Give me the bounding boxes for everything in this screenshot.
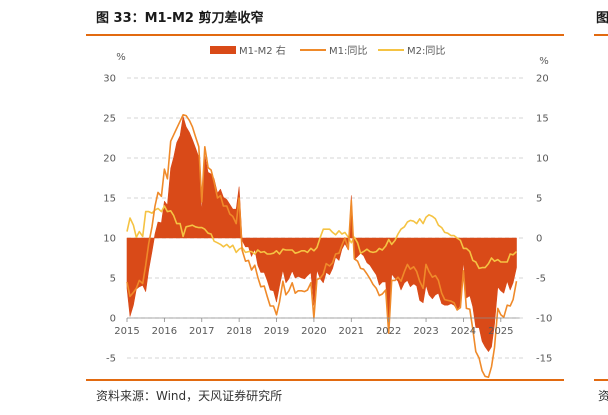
next-source-rule bbox=[594, 379, 608, 381]
series-lines bbox=[126, 114, 518, 379]
legend-swatch-gap bbox=[210, 46, 236, 54]
x-tick-label: 2015 bbox=[114, 326, 139, 337]
y-left-tick-label: 30 bbox=[103, 74, 116, 85]
y-left-unit-label: % bbox=[116, 52, 126, 63]
x-tick-label: 2020 bbox=[301, 326, 326, 337]
x-tick-label: 2024 bbox=[451, 326, 476, 337]
y-right-unit-label: % bbox=[539, 56, 549, 67]
next-source-fragment: 资 bbox=[598, 389, 608, 403]
legend-label-m2: M2:同比 bbox=[407, 45, 445, 57]
y-left-tick-label: 25 bbox=[103, 114, 116, 125]
legend-label-m1: M1:同比 bbox=[329, 45, 367, 57]
x-tick-label: 2017 bbox=[189, 326, 214, 337]
x-tick-label: 2021 bbox=[339, 326, 364, 337]
y-right-tick-label: -15 bbox=[536, 354, 552, 365]
x-tick-label: 2016 bbox=[152, 326, 177, 337]
source-rule bbox=[86, 379, 564, 381]
y-right-tick-label: 5 bbox=[536, 194, 542, 205]
y-left-tick-label: -5 bbox=[106, 354, 116, 365]
y-right-tick-label: -5 bbox=[536, 274, 546, 285]
series-m2-line bbox=[126, 205, 518, 270]
title-rule bbox=[86, 34, 564, 36]
legend-label-gap: M1-M2 右 bbox=[239, 44, 286, 57]
series-m1-line bbox=[126, 114, 518, 379]
x-tick-label: 2025 bbox=[488, 326, 513, 337]
y-right-tick-label: 20 bbox=[536, 74, 549, 85]
x-tick-label: 2019 bbox=[264, 326, 289, 337]
next-figure-title-fragment: 图 bbox=[596, 11, 608, 26]
x-tick-label: 2022 bbox=[376, 326, 401, 337]
x-tick-label: 2018 bbox=[226, 326, 251, 337]
source-note: 资料来源：Wind，天风证券研究所 bbox=[96, 389, 283, 403]
x-tick-label: 2023 bbox=[413, 326, 438, 337]
y-left-tick-label: 15 bbox=[103, 194, 116, 205]
y-left-tick-label: 5 bbox=[110, 274, 116, 285]
y-left-tick-label: 10 bbox=[103, 234, 116, 245]
y-left-tick-label: 20 bbox=[103, 154, 116, 165]
figure-title: 图 33：M1-M2 剪刀差收窄 bbox=[96, 11, 264, 26]
legend: M1-M2 右 M1:同比 M2:同比 bbox=[210, 44, 445, 57]
next-title-rule bbox=[594, 34, 608, 36]
y-right-tick-label: 10 bbox=[536, 154, 549, 165]
y-right-tick-label: 15 bbox=[536, 114, 549, 125]
y-right-tick-label: 0 bbox=[536, 234, 542, 245]
y-left-tick-label: 0 bbox=[110, 314, 116, 325]
y-right-tick-label: -10 bbox=[536, 314, 552, 325]
